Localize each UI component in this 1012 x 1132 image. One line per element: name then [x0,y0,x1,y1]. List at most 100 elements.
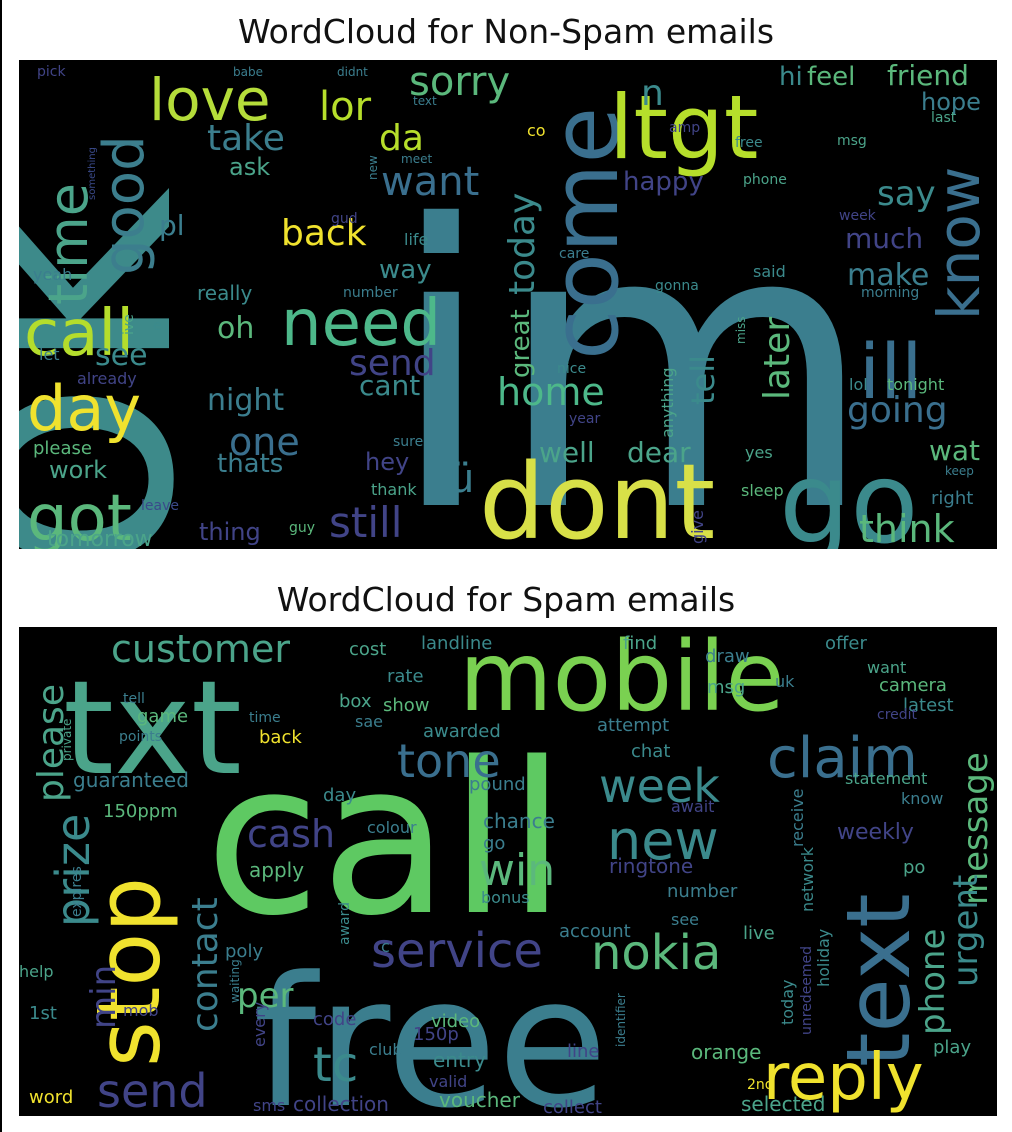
spam-word-day: day [323,785,356,806]
spam-word-prize: prize [46,814,100,927]
spam-word-line: line [567,1041,599,1062]
spam-word-private: private [60,719,74,761]
nonspam-word-lor: lor [319,84,372,130]
nonspam-word-leave: leave [141,498,179,514]
spam-word-code: code [313,1009,356,1030]
spam-word-please: please [31,684,72,802]
nonspam-word-im: im [387,143,875,549]
nonspam-word-dont: dont [479,441,715,549]
spam-word-game: game [137,706,188,727]
spam-word-min: min [84,965,124,1029]
nonspam-word-sure: sure [393,434,423,450]
nonspam-word-_: ü [449,456,474,502]
nonspam-word-keep: keep [945,464,974,478]
nonspam-word-hope: hope [921,88,981,116]
nonspam-word-anything: anything [658,367,677,438]
nonspam-word-later: later [757,317,798,400]
spam-word-guaranteed: guaranteed [73,768,189,792]
spam-word-colour: colour [367,818,417,837]
spam-word-every: every [250,1002,269,1047]
nonspam-word-got: got [27,482,132,549]
nonspam-word-know: know [925,167,993,320]
spam-word-see: see [671,910,699,929]
nonspam-word-care: care [559,246,589,262]
spam-word-urgent: urgent [946,875,986,987]
spam-word-word: word [29,1087,73,1108]
nonspam-word-great: great [506,309,536,378]
nonspam-word-wat: wat [929,434,980,467]
nonspam-word-think: think [859,507,955,549]
nonspam-word-pl: pl [159,209,185,242]
nonspam-word-miss: miss [734,316,748,344]
spam-word-2nd: 2nd [747,1077,774,1093]
nonspam-word-life: life [404,230,428,249]
spam-word-150p: 150p [413,1024,459,1045]
nonspam-word-going: going [847,390,948,431]
nonspam-word-home: home [497,370,605,414]
nonspam-word-dear: dear [627,436,691,469]
spam-word-nokia: nokia [591,925,721,981]
nonspam-word-call: call [24,297,134,371]
spam-word-landline: landline [421,633,492,654]
spam-word-waiting: waiting [228,959,242,1003]
nonspam-word-lol: lol [849,375,868,394]
nonspam-word-didnt: didnt [337,65,368,79]
spam-word-box: box [339,691,372,712]
figure-left-border [0,0,2,1132]
nonspam-word-year: year [569,411,600,427]
nonspam-word-much: much [845,222,923,255]
spam-word-customer: customer [111,627,290,671]
spam-word-offer: offer [825,633,867,654]
nonspam-word-let: let [39,345,60,364]
spam-word-time: time [249,710,281,726]
spam-word-150ppm: 150ppm [103,801,178,822]
spam-wordcloud-title: WordCloud for Spam emails [276,580,736,619]
spam-word-reply: reply [763,1041,924,1115]
nonspam-word-come: come [532,107,639,360]
nonspam-word-see: see [95,338,148,373]
nonspam-word-send: send [349,343,436,384]
spam-word-call: call [205,717,566,962]
nonspam-word-feel: feel [807,62,855,92]
spam-word-poly: poly [225,941,263,962]
nonspam-word-thing: thing [199,518,261,546]
spam-word-show: show [383,695,430,716]
spam-word-find: find [623,633,657,654]
spam-word-credit: credit [877,707,918,723]
nonspam-word-tomorrow: tomorrow [47,527,153,549]
nonspam-word-hey: hey [365,448,409,476]
nonspam-word-gonna: gonna [655,278,699,294]
spam-word-win: win [479,845,555,896]
spam-word-unredeemed: unredeemed [799,946,815,1035]
spam-word-tell: tell [123,691,145,707]
nonspam-word-happy: happy [623,167,704,197]
spam-word-apply: apply [249,858,304,882]
nonspam-word-thank: thank [371,480,417,499]
spam-word-orange: orange [691,1040,761,1064]
nonspam-word-new: new [366,155,380,180]
nonspam-word-number: number [343,285,398,301]
spam-word-send: send [97,1064,208,1116]
nonspam-word-already: already [77,369,137,388]
spam-word-msg: msg [707,677,745,698]
nonspam-word-da: da [379,118,424,159]
nonspam-word-e: e [153,318,162,334]
nonspam-word-right: right [931,488,973,509]
spam-word-cost: cost [349,639,386,660]
spam-word-tc: tc [313,1037,358,1093]
spam-word-mobile: mobile [459,627,785,733]
spam-word-stop: stop [77,877,180,1067]
spam-word-uk: uk [775,672,795,691]
nonspam-word-good: good [92,135,157,275]
nonspam-word-ltgt: ltgt [609,76,758,179]
nonspam-word-make: make [847,258,929,293]
spam-word-contact: contact [185,897,226,1032]
spam-word-claim: claim [767,726,918,791]
spam-word-new: new [607,809,719,872]
spam-word-draw: draw [705,646,750,667]
spam-word-video: video [431,1011,480,1032]
spam-word-phone: phone [913,929,953,1035]
nonspam-word-friend: friend [887,60,969,92]
spam-word-number: number [667,881,738,902]
